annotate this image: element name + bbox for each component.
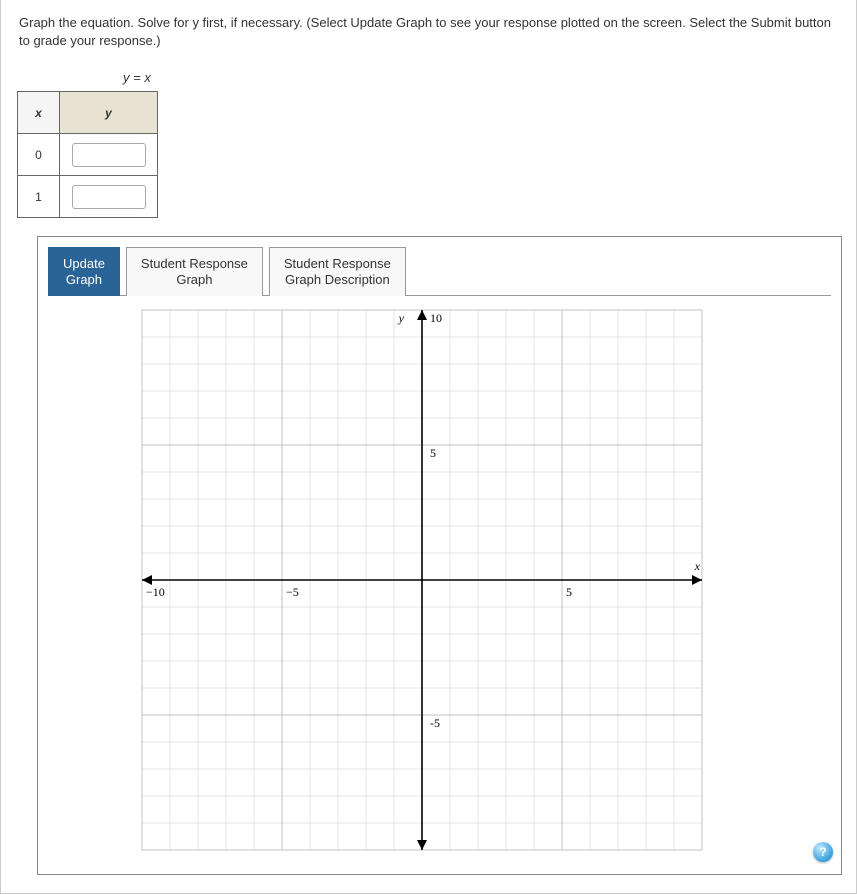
- graph-panel: Update Graph Student Response Graph Stud…: [37, 236, 842, 874]
- help-icon[interactable]: ?: [813, 842, 833, 862]
- update-graph-label-1: Update: [63, 256, 105, 271]
- question-container: Graph the equation. Solve for y first, i…: [0, 0, 857, 894]
- svg-text:-5: -5: [430, 716, 440, 730]
- tab-srd-1: Student Response: [284, 256, 391, 271]
- tab-student-response-description[interactable]: Student Response Graph Description: [269, 247, 406, 295]
- svg-text:5: 5: [566, 585, 572, 599]
- tabs-row: Update Graph Student Response Graph Stud…: [48, 247, 831, 295]
- tab-srd-2: Graph Description: [285, 272, 390, 287]
- update-graph-button[interactable]: Update Graph: [48, 247, 120, 295]
- svg-text:−5: −5: [286, 585, 299, 599]
- update-graph-label-2: Graph: [66, 272, 102, 287]
- y-input-1[interactable]: [72, 185, 146, 209]
- xy-table: x y 0 1: [17, 91, 158, 218]
- tab-srg-1: Student Response: [141, 256, 248, 271]
- table-header-y: y: [60, 92, 158, 134]
- plot-area: x y 10 5 -5 −10 −5 5: [48, 296, 831, 860]
- y-input-0[interactable]: [72, 143, 146, 167]
- svg-text:x: x: [694, 559, 701, 573]
- coordinate-grid: x y 10 5 -5 −10 −5 5: [132, 300, 712, 860]
- x-value-1: 1: [18, 176, 60, 218]
- table-header-x: x: [18, 92, 60, 134]
- equation-text: y = x: [123, 70, 856, 85]
- table-row: 0: [18, 134, 158, 176]
- table-row: 1: [18, 176, 158, 218]
- help-icon-label: ?: [819, 845, 826, 859]
- svg-text:10: 10: [430, 311, 442, 325]
- x-value-0: 0: [18, 134, 60, 176]
- svg-text:y: y: [398, 311, 405, 325]
- tab-student-response-graph[interactable]: Student Response Graph: [126, 247, 263, 295]
- svg-text:5: 5: [430, 446, 436, 460]
- tab-srg-2: Graph: [176, 272, 212, 287]
- instructions-text: Graph the equation. Solve for y first, i…: [1, 14, 856, 62]
- svg-text:−10: −10: [146, 585, 165, 599]
